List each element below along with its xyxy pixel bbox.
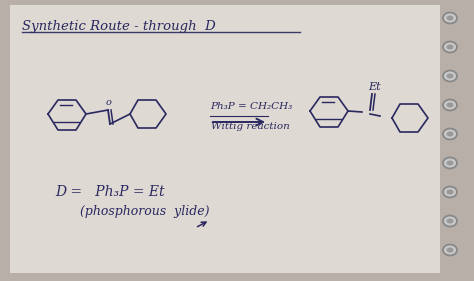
- Ellipse shape: [447, 103, 454, 108]
- Ellipse shape: [443, 187, 457, 198]
- Ellipse shape: [443, 71, 457, 81]
- Text: Synthetic Route - through  D: Synthetic Route - through D: [22, 20, 216, 33]
- Ellipse shape: [447, 160, 454, 166]
- Ellipse shape: [447, 132, 454, 137]
- Ellipse shape: [447, 44, 454, 49]
- Text: o: o: [106, 98, 112, 107]
- Ellipse shape: [447, 248, 454, 253]
- Ellipse shape: [443, 216, 457, 226]
- Text: Et: Et: [368, 82, 381, 92]
- Text: (phosphorous  ylide): (phosphorous ylide): [80, 205, 210, 218]
- Text: Wittig reaction: Wittig reaction: [211, 122, 290, 131]
- Ellipse shape: [447, 219, 454, 223]
- Ellipse shape: [447, 189, 454, 194]
- Ellipse shape: [443, 128, 457, 139]
- Ellipse shape: [447, 74, 454, 78]
- Ellipse shape: [443, 244, 457, 255]
- Text: Ph₃P = CH₂CH₃: Ph₃P = CH₂CH₃: [210, 102, 292, 111]
- Ellipse shape: [443, 12, 457, 24]
- Ellipse shape: [447, 15, 454, 21]
- Ellipse shape: [443, 157, 457, 169]
- Ellipse shape: [443, 99, 457, 110]
- Text: D =   Ph₃P = Et: D = Ph₃P = Et: [55, 185, 164, 199]
- Ellipse shape: [443, 42, 457, 53]
